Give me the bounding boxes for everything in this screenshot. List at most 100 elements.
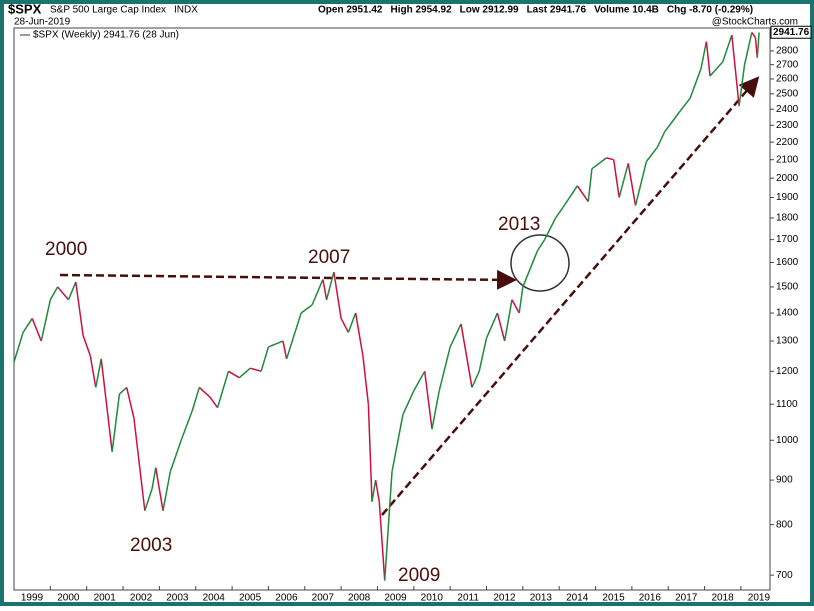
y-tick-label: 1300: [776, 336, 799, 347]
price-segment: [169, 440, 182, 473]
price-segment: [180, 410, 193, 441]
price-segment: [591, 157, 607, 170]
price-segment: [413, 370, 426, 392]
stat: Chg -8.70 (-0.29%): [667, 5, 753, 16]
price-segment: [678, 97, 691, 113]
y-tick-label: 900: [776, 475, 793, 486]
price-segment: [709, 61, 724, 77]
price-segment: [587, 168, 593, 202]
price-segment: [75, 281, 84, 336]
x-tick-label: 2006: [275, 593, 298, 604]
y-tick-label: 1100: [776, 399, 798, 410]
date: 28-Jun-2019: [14, 17, 71, 28]
price-segment: [543, 217, 557, 240]
annotation: 2009: [398, 565, 440, 586]
price-segment: [125, 387, 135, 419]
price-segment: [40, 299, 52, 342]
last-value-label: 2941.76: [773, 27, 810, 38]
x-tick-label: 2011: [457, 593, 479, 604]
price-segment: [198, 386, 211, 398]
price-segment: [140, 480, 146, 511]
credit: @StockCharts.com: [712, 17, 798, 28]
price-segment: [162, 471, 172, 511]
price-segment: [268, 340, 284, 348]
x-tick-label: 2002: [130, 593, 153, 604]
annotation: 2000: [45, 239, 87, 260]
last-value-box: [770, 25, 812, 39]
price-segment: [250, 367, 262, 373]
stat: Volume 10.4B: [594, 5, 659, 16]
price-segment: [751, 32, 757, 39]
x-tick-label: 2004: [203, 593, 226, 604]
price-segment: [663, 111, 680, 133]
price-segment: [22, 318, 33, 333]
price-segment: [485, 312, 499, 339]
price-segment: [144, 488, 153, 511]
price-segment: [100, 358, 113, 452]
price-segment: [518, 286, 524, 314]
price-segment: [13, 332, 24, 363]
price-segment: [322, 279, 328, 300]
y-tick-label: 800: [776, 519, 793, 530]
price-segment: [478, 337, 488, 372]
y-tick-label: 1400: [776, 308, 799, 319]
symbol: $SPX: [8, 1, 42, 16]
y-tick-label: 1600: [776, 257, 799, 268]
x-tick-label: 2019: [748, 593, 771, 604]
y-tick-label: 2300: [776, 120, 799, 131]
price-segment: [700, 41, 708, 70]
price-segment: [562, 185, 578, 209]
price-segment: [503, 299, 513, 342]
y-tick-label: 1200: [776, 366, 799, 377]
y-tick-label: 1700: [776, 234, 799, 245]
price-segment: [155, 467, 164, 511]
price-segment: [618, 163, 629, 198]
price-segment: [67, 281, 77, 301]
price-segment: [31, 318, 42, 342]
x-tick-label: 2001: [94, 593, 117, 604]
price-segment: [423, 371, 433, 430]
price-segment: [383, 471, 393, 581]
price-segment: [438, 346, 451, 391]
price-segment: [311, 279, 324, 306]
index-name: S&P 500 Large Cap Index: [50, 5, 166, 16]
price-segment: [89, 355, 97, 388]
stat: High 2954.92: [390, 5, 452, 16]
price-segment: [522, 250, 539, 288]
price-segment: [536, 239, 546, 252]
price-segment: [362, 355, 370, 405]
x-tick-label: 1999: [21, 593, 44, 604]
arrow: [59, 269, 517, 290]
price-segment: [689, 68, 702, 99]
price-segment: [471, 371, 480, 388]
x-tick-label: 2012: [493, 593, 516, 604]
price-segment: [402, 390, 415, 415]
price-segment: [118, 386, 128, 395]
stat: Low 2912.99: [460, 5, 519, 16]
price-segment: [300, 304, 313, 314]
price-segment: [576, 185, 589, 202]
annotation: 2007: [308, 247, 350, 268]
price-segment: [49, 286, 59, 301]
annotation: 2013: [498, 214, 540, 235]
price-segment: [354, 312, 364, 357]
plot-area: [13, 27, 771, 591]
price-segment: [612, 159, 620, 198]
price-segment: [285, 312, 302, 360]
y-tick-label: 1500: [776, 282, 799, 293]
x-tick-label: 2000: [57, 593, 80, 604]
price-segment: [645, 146, 658, 162]
x-tick-label: 2018: [711, 593, 734, 604]
price-segment: [367, 404, 373, 502]
price-segment: [391, 414, 404, 472]
y-tick-label: 700: [776, 570, 793, 581]
x-tick-label: 2007: [312, 593, 335, 604]
price-segment: [705, 41, 711, 77]
price-segment: [347, 312, 357, 333]
y-tick-label: 2000: [776, 173, 799, 184]
legend: $SPX (Weekly) 2941.76 (28 Jun): [33, 30, 179, 41]
price-segment: [228, 370, 240, 379]
exchange: INDX: [174, 5, 198, 16]
x-tick-label: 2016: [639, 593, 662, 604]
